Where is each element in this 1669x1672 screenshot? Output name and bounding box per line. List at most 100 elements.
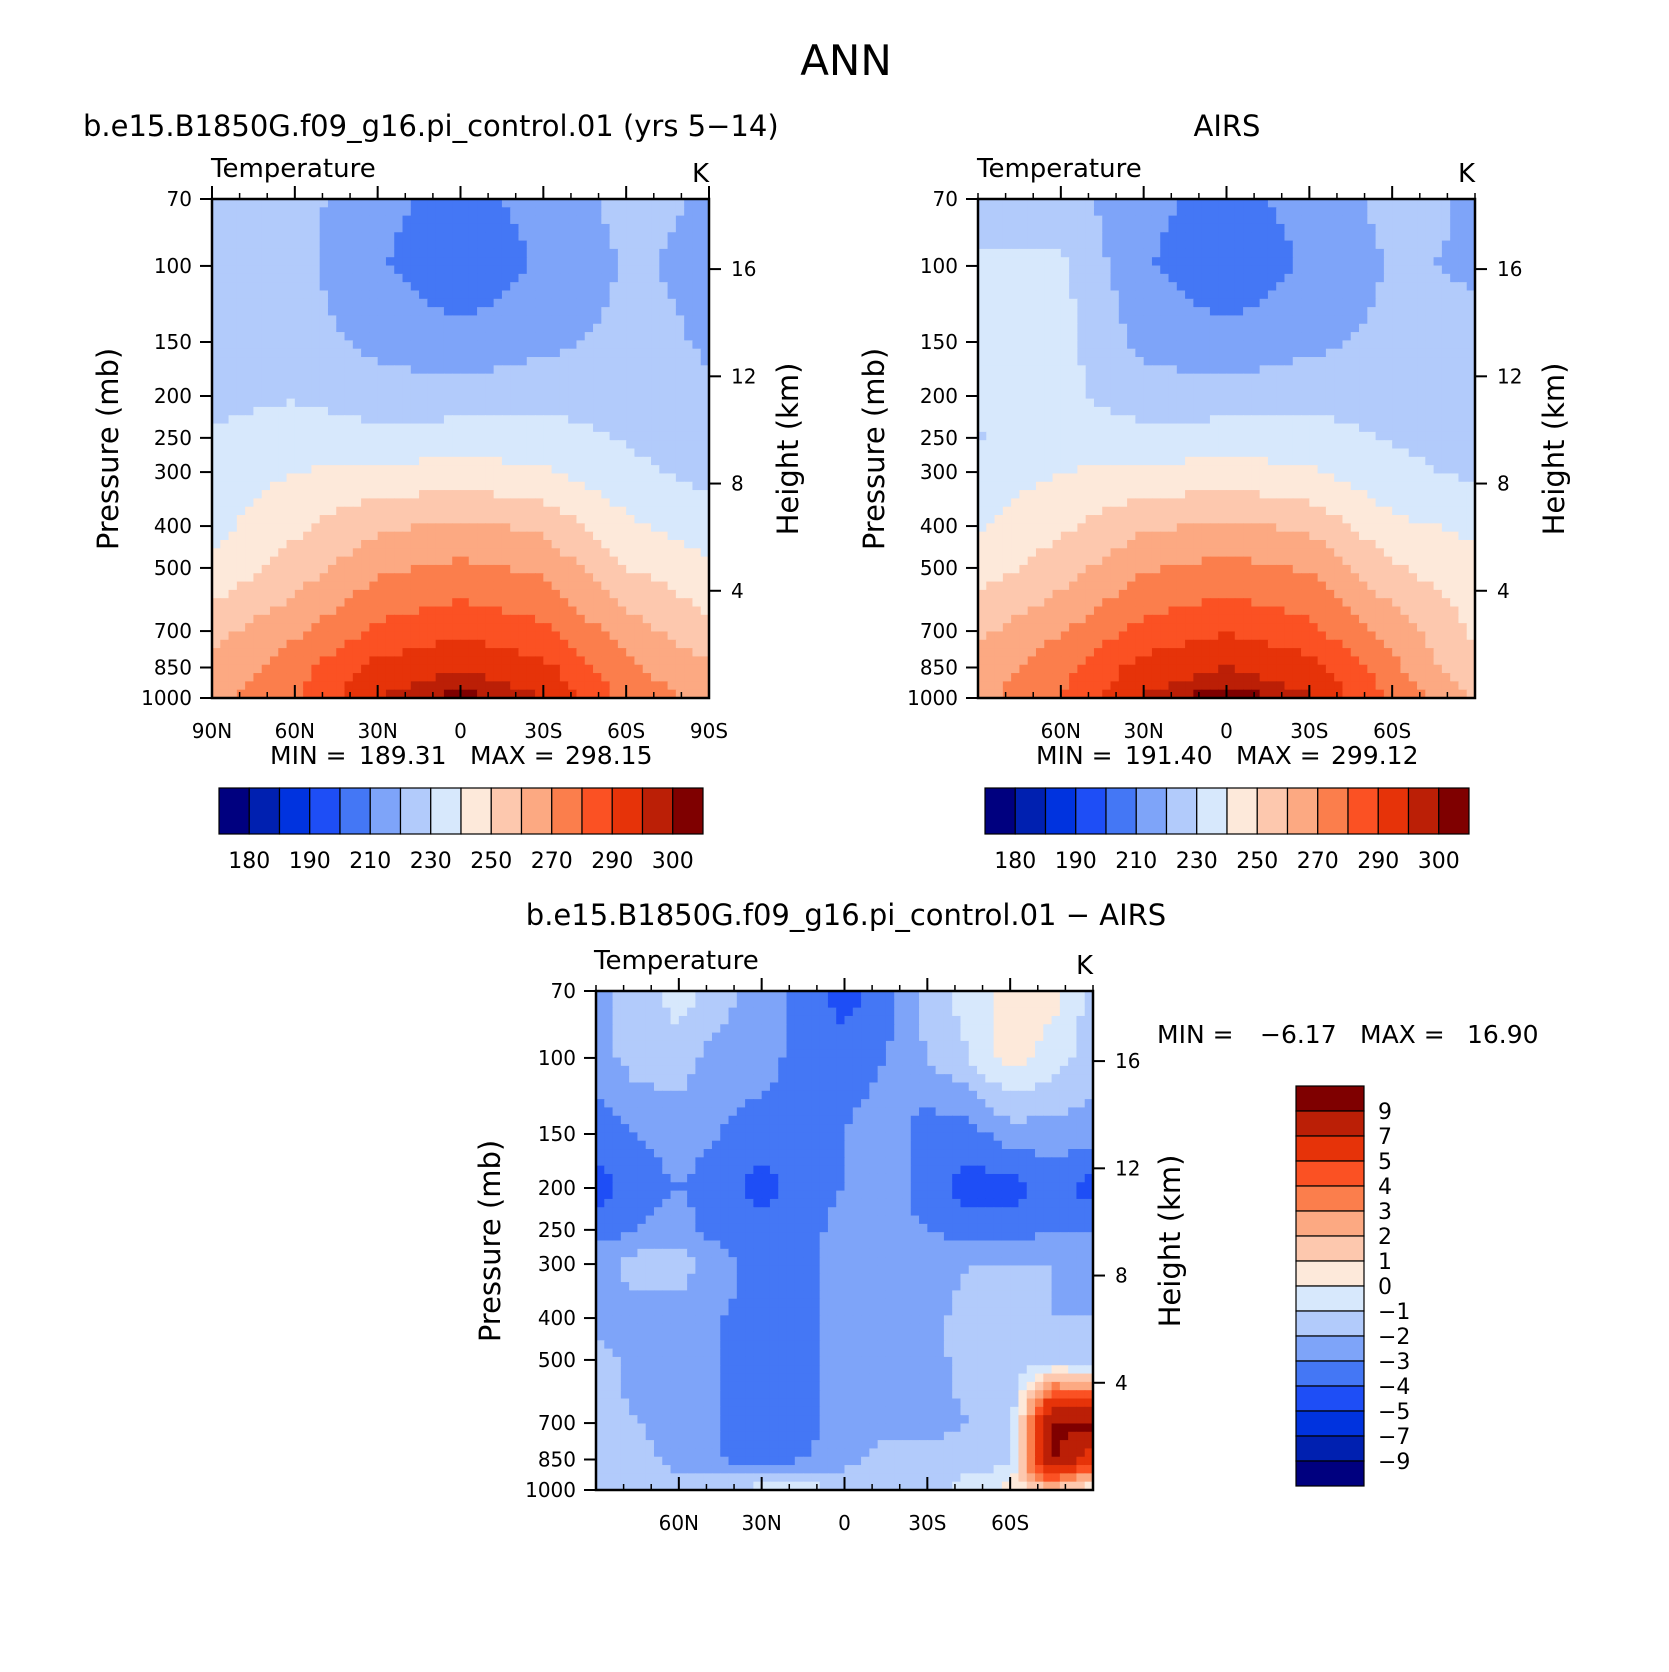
field-cell [675, 481, 685, 491]
field-cell [278, 232, 288, 242]
field-cell [236, 564, 246, 574]
field-cell [402, 681, 412, 691]
field-cell [394, 648, 404, 658]
field-cell [1176, 199, 1186, 208]
field-cell [443, 431, 453, 441]
field-cell [361, 531, 370, 541]
field-cell [278, 273, 288, 283]
field-cell [526, 631, 536, 641]
field-cell [394, 223, 404, 233]
field-cell [535, 257, 544, 267]
field-cell [501, 348, 511, 358]
field-cell [1176, 365, 1186, 375]
field-cell [344, 207, 354, 217]
field-cell [485, 506, 495, 516]
field-cell [1466, 307, 1476, 317]
field-cell [576, 381, 586, 391]
field-cell [609, 531, 619, 541]
field-cell [1243, 257, 1252, 267]
field-cell [319, 207, 329, 217]
field-cell [584, 573, 594, 583]
field-cell [410, 257, 420, 267]
field-cell [617, 232, 627, 242]
field-cell [460, 307, 470, 317]
field-cell [369, 564, 379, 574]
field-cell [1209, 282, 1219, 292]
field-cell [361, 207, 370, 217]
field-cell [692, 365, 702, 375]
field-cell [518, 315, 528, 325]
field-cell [477, 564, 486, 574]
field-cell [1077, 348, 1087, 358]
field-cell [568, 648, 578, 658]
field-cell [236, 365, 246, 375]
field-cell [212, 515, 221, 524]
field-cell [1093, 298, 1103, 308]
field-cell [1085, 265, 1095, 275]
field-cell [443, 215, 453, 225]
field-cell [568, 606, 578, 616]
field-cell [361, 232, 370, 242]
field-cell [452, 648, 462, 658]
field-cell [651, 614, 660, 624]
field-cell [220, 681, 230, 691]
field-cell [1267, 240, 1277, 250]
field-cell [642, 381, 652, 391]
field-cell [1375, 248, 1385, 258]
field-cell [419, 515, 428, 524]
field-cell [1035, 232, 1045, 242]
field-cell [493, 315, 503, 325]
field-cell [667, 423, 677, 433]
field-cell [551, 456, 561, 466]
field-cell [526, 273, 536, 283]
field-cell [1201, 257, 1211, 267]
field-cell [236, 332, 246, 341]
field-cell [294, 298, 304, 308]
field-cell [1060, 298, 1070, 308]
field-cell [477, 215, 486, 225]
field-cell [443, 648, 453, 658]
field-cell [435, 365, 445, 375]
field-cell [1301, 265, 1310, 275]
field-cell [228, 664, 238, 674]
field-cell [584, 323, 594, 333]
field-cell [518, 381, 528, 391]
field-cell [443, 631, 453, 641]
field-cell [352, 248, 362, 258]
field-cell [236, 614, 246, 624]
field-cell [642, 598, 652, 608]
field-cell [559, 348, 569, 358]
field-cell [361, 257, 370, 267]
field-cell [543, 473, 553, 483]
field-cell [1060, 199, 1070, 208]
field-cell [352, 307, 362, 317]
field-cell [1243, 273, 1252, 283]
field-cell [278, 223, 288, 233]
field-cell [651, 589, 660, 599]
field-cell [419, 581, 428, 591]
field-cell [576, 606, 586, 616]
field-cell [700, 398, 710, 408]
field-cell [369, 515, 379, 524]
field-cell [286, 490, 296, 499]
field-cell [501, 273, 511, 283]
field-cell [278, 664, 288, 674]
field-cell [369, 614, 379, 624]
field-cell [319, 656, 329, 666]
field-cell [477, 199, 486, 208]
field-cell [1383, 265, 1393, 275]
field-cell [1135, 223, 1145, 233]
field-cell [1110, 207, 1120, 217]
field-cell [269, 606, 279, 616]
field-cell [667, 481, 677, 491]
field-cell [1309, 257, 1319, 267]
field-cell [1317, 348, 1327, 358]
field-cell [1193, 248, 1203, 258]
field-cell [311, 673, 321, 682]
field-cell [477, 681, 486, 691]
field-cell [626, 357, 636, 366]
field-cell [1325, 332, 1335, 341]
field-cell [1458, 232, 1468, 242]
field-cell [1060, 257, 1070, 267]
field-cell [667, 564, 677, 574]
